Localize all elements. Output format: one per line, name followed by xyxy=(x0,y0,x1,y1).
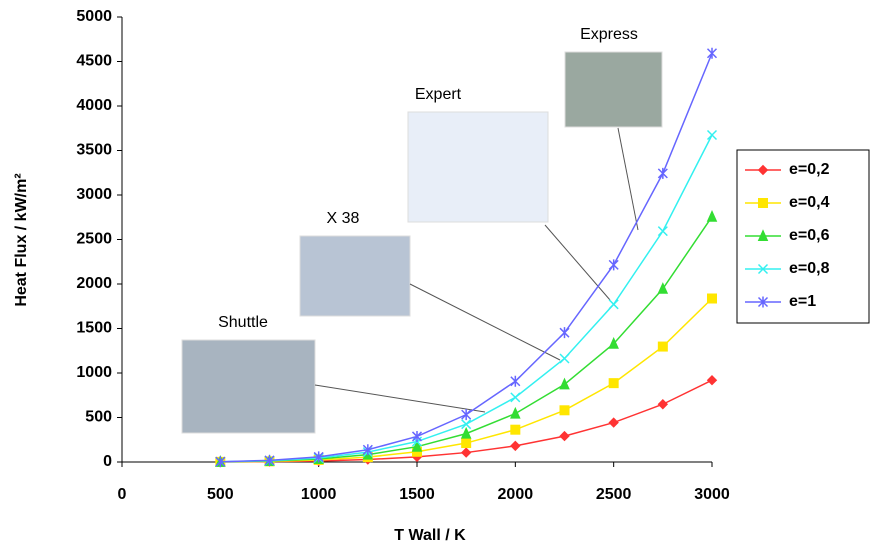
leader-line xyxy=(618,128,638,230)
x-axis-title: T Wall / K xyxy=(394,527,466,544)
marker xyxy=(462,409,471,420)
x-tick-label: 2000 xyxy=(498,486,534,503)
marker xyxy=(658,168,667,179)
y-tick-label: 3000 xyxy=(76,186,112,203)
y-tick-label: 2000 xyxy=(76,275,112,292)
annotation-image xyxy=(182,340,315,433)
y-tick-label: 0 xyxy=(103,453,112,470)
y-axis-title: Heat Flux / kW/m² xyxy=(13,173,30,306)
y-tick-label: 4500 xyxy=(76,53,112,70)
marker xyxy=(658,400,667,409)
marker xyxy=(658,227,667,236)
y-tick-label: 1500 xyxy=(76,320,112,337)
annotation-image xyxy=(565,52,662,127)
marker xyxy=(560,327,569,338)
leader-line xyxy=(410,284,560,360)
annotation-label: Express xyxy=(580,26,638,43)
x-tick-label: 3000 xyxy=(694,486,730,503)
y-tick-label: 4000 xyxy=(76,97,112,114)
marker xyxy=(560,379,569,389)
leader-line xyxy=(545,225,610,300)
marker xyxy=(708,211,717,221)
x-tick-label: 500 xyxy=(207,486,234,503)
leader-line xyxy=(315,385,485,412)
chart: T Wall / K Heat Flux / kW/m² Shuttle X 38… xyxy=(0,0,872,551)
y-tick-label: 1000 xyxy=(76,364,112,381)
x-tick-label: 1000 xyxy=(301,486,337,503)
y-tick-label: 3500 xyxy=(76,142,112,159)
marker xyxy=(708,376,717,385)
marker xyxy=(560,432,569,441)
marker xyxy=(708,294,717,303)
y-tick-label: 2500 xyxy=(76,231,112,248)
marker xyxy=(511,376,520,387)
legend-label: e=0,8 xyxy=(789,260,830,277)
annotation-image xyxy=(408,112,548,222)
marker xyxy=(609,259,618,270)
marker xyxy=(560,406,569,415)
marker xyxy=(708,131,717,140)
annotation-label: Shuttle xyxy=(218,314,268,331)
marker xyxy=(609,379,618,388)
marker xyxy=(560,354,569,363)
annotation-label: Expert xyxy=(415,86,462,103)
marker xyxy=(511,425,520,434)
legend-label: e=0,2 xyxy=(789,161,830,178)
y-tick-label: 500 xyxy=(85,409,112,426)
x-tick-label: 0 xyxy=(118,486,127,503)
x-tick-label: 2500 xyxy=(596,486,632,503)
marker xyxy=(511,393,520,402)
marker xyxy=(462,439,471,448)
marker xyxy=(609,300,618,309)
legend-label: e=1 xyxy=(789,293,816,310)
marker xyxy=(511,441,520,450)
annotation-label: X 38 xyxy=(327,210,360,227)
marker xyxy=(511,408,520,418)
legend-label: e=0,4 xyxy=(789,194,830,211)
annotation-image xyxy=(300,236,410,316)
marker xyxy=(658,342,667,351)
y-tick-label: 5000 xyxy=(76,8,112,25)
marker xyxy=(708,48,717,59)
marker xyxy=(413,431,422,442)
marker xyxy=(462,448,471,457)
legend-label: e=0,6 xyxy=(789,227,830,244)
x-tick-label: 1500 xyxy=(399,486,435,503)
marker xyxy=(609,418,618,427)
marker xyxy=(759,199,768,208)
